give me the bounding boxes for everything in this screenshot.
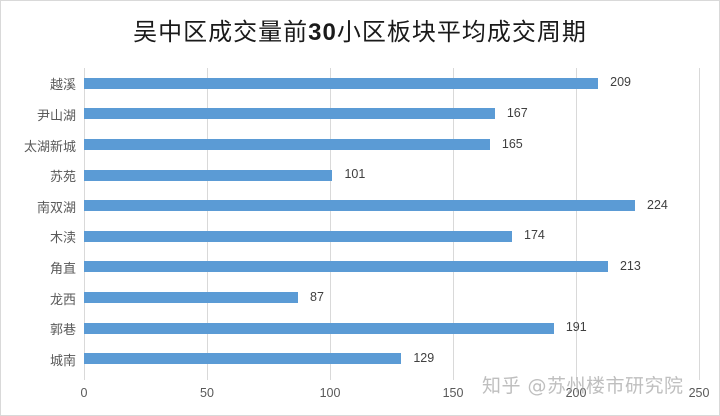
- category-label: 木渎: [49, 231, 76, 247]
- data-label: 165: [501, 136, 523, 151]
- title-post: 小区板块平均成交周期: [336, 18, 587, 46]
- data-label: 87: [310, 289, 324, 304]
- category-label: 苏苑: [49, 170, 76, 186]
- data-label: 129: [413, 350, 435, 365]
- bar: [84, 77, 599, 89]
- category-label: 南双湖: [36, 200, 76, 216]
- gridline: [699, 68, 700, 374]
- bar: [84, 261, 608, 273]
- x-tick-label: 250: [688, 386, 710, 400]
- axis-tick: [84, 374, 85, 380]
- axis-tick: [699, 374, 700, 380]
- gridline: [207, 68, 208, 374]
- axis-tick: [330, 374, 331, 380]
- title-number: 30: [308, 19, 337, 46]
- category-label: 尹山湖: [36, 108, 76, 124]
- data-label: 101: [344, 167, 366, 182]
- bar: [84, 108, 495, 120]
- data-label: 191: [565, 320, 587, 335]
- x-tick-label: 0: [80, 386, 88, 400]
- data-label: 213: [619, 258, 641, 273]
- gridline: [84, 68, 85, 374]
- data-label: 209: [610, 75, 631, 90]
- watermark: 知乎 @苏州楼市研究院: [482, 375, 684, 397]
- x-tick-label: 150: [442, 386, 464, 400]
- category-label: 越溪: [49, 78, 76, 94]
- x-tick-label: 100: [319, 386, 341, 400]
- bar: [84, 200, 636, 212]
- gridline: [453, 68, 454, 374]
- category-label: 太湖新城: [23, 139, 76, 155]
- x-tick-label: 50: [200, 386, 214, 400]
- data-label: 224: [647, 197, 668, 212]
- bar: [84, 292, 299, 303]
- bar: [84, 353, 402, 365]
- bar: [84, 230, 513, 242]
- chart-title: 吴中区成交量前30小区板块平均成交周期: [0, 12, 720, 47]
- category-label: 龙西: [49, 292, 76, 308]
- category-label: 城南: [49, 353, 76, 369]
- gridline: [576, 68, 577, 374]
- title-pre: 吴中区成交量前: [133, 18, 309, 46]
- x-tick-label: 200: [565, 386, 587, 400]
- axis-tick: [576, 374, 577, 380]
- bar: [84, 139, 490, 150]
- bar: [84, 169, 333, 181]
- axis-tick: [453, 374, 454, 380]
- data-label: 167: [506, 105, 528, 120]
- data-label: 174: [524, 228, 545, 243]
- gridline: [330, 68, 331, 374]
- plot-area: 209 167 165 101 224 174 213 87 191 129: [84, 68, 700, 380]
- bar: [84, 322, 554, 334]
- category-label: 郭巷: [49, 323, 76, 339]
- category-label: 角直: [49, 261, 76, 277]
- axis-tick: [207, 374, 208, 380]
